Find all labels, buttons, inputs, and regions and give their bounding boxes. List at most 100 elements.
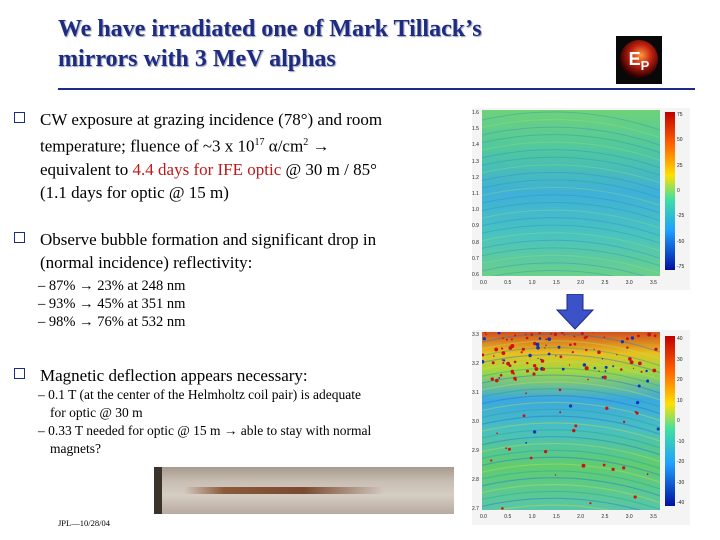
surface-streak [482, 134, 660, 154]
bubble-dot [620, 368, 623, 371]
surface-streak [482, 463, 660, 483]
bubble-dot [501, 507, 504, 510]
surface-streak [482, 442, 660, 463]
bubble-dot [491, 361, 495, 365]
colorbar-tick-label: 30 [677, 356, 683, 363]
surface-map-before [482, 110, 660, 276]
bubble-dot [506, 338, 508, 341]
bubble-dot [505, 447, 508, 450]
y-tick-label: 1.6 [472, 110, 479, 116]
bubble-dot [526, 369, 529, 373]
bubble-dot [482, 353, 485, 357]
bubble-dot [541, 367, 546, 371]
bubble-dot [654, 347, 658, 351]
surface-streak [482, 254, 660, 274]
highlight-ife-days: 4.4 days for IFE optic [132, 159, 282, 179]
bubble-dot [525, 392, 527, 395]
bubble-dot [525, 441, 528, 444]
x-tick-label: 2.0 [577, 514, 585, 520]
list-item: – 0.1 T (at the center of the Helmholtz … [38, 387, 362, 402]
list-item: – 87% → 23% at 248 nm [38, 278, 186, 294]
bubble-dot [493, 355, 495, 357]
surface-streak [482, 232, 660, 252]
checkbox-bullet-icon [14, 232, 25, 243]
surface-streak [482, 149, 660, 169]
bubble-dot [572, 428, 576, 433]
bubble-dot [490, 377, 494, 381]
bubble-dot [630, 336, 635, 340]
bubble-dot [513, 376, 517, 381]
y-tick-label: 1.5 [472, 126, 479, 133]
list-item: – 93% → 45% at 351 nm [38, 296, 186, 312]
surface-streak [482, 156, 660, 176]
colorbar-before [665, 112, 675, 270]
colorbar-tick-label: 20 [677, 377, 683, 383]
bubble-dot [611, 467, 615, 471]
bubble-dot [647, 332, 652, 337]
colorbar-tick-label: 75 [677, 112, 683, 118]
bubble-dot [547, 337, 552, 341]
surface-streak [482, 456, 660, 476]
bubble-dot [529, 456, 533, 460]
checkbox-bullet-icon [14, 112, 25, 123]
colorbar-tick-label: 40 [677, 336, 683, 342]
surface-streak [482, 164, 660, 184]
surface-streak [482, 490, 660, 510]
bubble-dot [646, 379, 650, 383]
bubble-dot [510, 338, 513, 341]
bubble-dot [536, 346, 540, 350]
bubble-dot [510, 369, 514, 374]
bubble-dot [569, 343, 572, 347]
surface-streak [482, 224, 660, 244]
bubble-dot [482, 360, 484, 363]
bubble-dot [656, 427, 660, 431]
y-tick-label: 1.1 [472, 191, 479, 197]
surface-streak [482, 422, 660, 442]
surface-streak [482, 360, 660, 380]
bubble-dot [508, 346, 513, 350]
bubble-dot [646, 473, 649, 476]
bubble-dot [533, 364, 537, 368]
bubble-dot [495, 378, 499, 383]
bubble-dot [485, 333, 488, 336]
surface-streak [482, 388, 660, 408]
bubble-dot [653, 334, 657, 338]
slide-title: We have irradiated one of Mark Tillack’s… [58, 14, 578, 74]
surface-map-after [482, 332, 660, 510]
surface-streak [482, 171, 660, 191]
bubble-dot [632, 367, 635, 369]
bubble-dot [494, 347, 499, 352]
bubble-dot [533, 341, 537, 346]
bubble-dot [603, 375, 607, 380]
bubble-dot [580, 332, 584, 336]
checkbox-bullet-icon [14, 368, 25, 379]
colorbar-after [665, 336, 675, 506]
bubble-dot [637, 384, 641, 388]
reflectivity-map-before: 1.6 1.5 1.4 1.3 1.2 1.1 1.0 0.9 0.8 0.7 0.6 0.0 0.5 1… [472, 108, 690, 290]
y-tick-label: 2.9 [472, 448, 479, 454]
surface-streak [482, 209, 660, 229]
bubble-dot [535, 342, 540, 347]
bubble-dot [534, 367, 539, 371]
x-tick-label: 3.0 [625, 280, 633, 286]
y-tick-label: 2.7 [472, 506, 479, 512]
y-tick-label: 1.2 [472, 174, 479, 181]
x-tick-label: 0.0 [480, 514, 487, 520]
bubble-dot [620, 340, 624, 344]
bubble-dot [604, 365, 608, 369]
bubble-dot [626, 346, 629, 349]
bubble-dot [561, 367, 565, 371]
ep-logo-icon: EP [616, 36, 662, 84]
surface-streak [482, 111, 660, 131]
down-arrow-icon [555, 294, 595, 330]
y-tick-label: 1.0 [472, 207, 479, 214]
surface-streak [482, 179, 660, 199]
bubble-dot [598, 370, 600, 372]
bubble-dot [547, 352, 551, 356]
bubble-dot [612, 365, 615, 368]
colorbar-tick-label: 25 [677, 162, 683, 169]
colorbar-tick-label: -50 [677, 238, 685, 245]
bubble-dot [521, 347, 525, 351]
surface-streak [482, 367, 660, 387]
colorbar-tick-label: 50 [677, 137, 683, 144]
